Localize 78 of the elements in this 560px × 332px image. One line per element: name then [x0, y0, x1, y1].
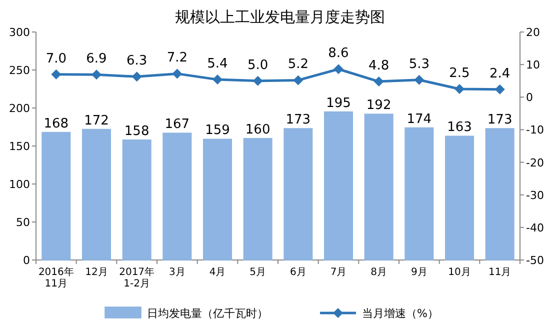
data-label: 6.3	[126, 54, 148, 69]
point	[293, 75, 304, 86]
point	[92, 70, 102, 80]
data-label: 163	[447, 120, 472, 136]
data-label: 4.8	[368, 58, 390, 74]
bar	[42, 132, 71, 260]
legend-label: 当月增速（%）	[362, 307, 438, 320]
x-tick-label: 4月	[209, 267, 226, 278]
data-label: 167	[164, 117, 190, 132]
bar	[202, 138, 232, 260]
data-label: 8.6	[328, 46, 349, 62]
y-tick-label: 50	[16, 216, 30, 229]
point	[494, 84, 505, 94]
point	[212, 74, 222, 85]
data-label: 7.0	[46, 51, 67, 66]
bar	[82, 128, 112, 260]
data-label: 159	[205, 123, 230, 138]
y2-tick-label: -50	[526, 254, 544, 267]
data-label: 174	[406, 112, 432, 127]
x-tick-label: 11月	[488, 267, 512, 278]
data-label: 160	[245, 122, 270, 138]
y2-tick-label: -30	[526, 188, 544, 202]
data-label: 5.0	[247, 58, 268, 73]
point	[334, 64, 344, 74]
y2-tick-label: -10	[526, 124, 544, 137]
x-tick-label: 5月	[250, 267, 266, 278]
data-label: 5.2	[288, 57, 309, 72]
y2-tick-label: -40	[526, 221, 544, 234]
data-label: 5.4	[207, 56, 228, 72]
legend-label: 日均发电量（亿千瓦时）	[147, 307, 268, 320]
x-tick-label: 12月	[85, 267, 108, 278]
y2-tick-label: -20	[526, 156, 544, 170]
point	[414, 74, 424, 85]
point	[132, 72, 142, 82]
bar	[122, 140, 152, 260]
point	[454, 84, 464, 94]
point	[374, 76, 384, 87]
data-label: 7.2	[166, 50, 188, 66]
y-tick-label: 0	[23, 254, 30, 267]
y2-tick-label: 10	[526, 58, 540, 72]
x-tick-label: 10月	[448, 267, 471, 278]
x-tick-label: 9月	[410, 267, 428, 278]
x-tick-label: 7月	[330, 267, 347, 278]
y-tick-label: 200	[9, 102, 30, 115]
x-tick-label: 2016年 11月	[38, 266, 74, 290]
data-label: 173	[487, 112, 512, 128]
y-tick-label: 250	[9, 64, 30, 77]
bar	[243, 138, 272, 260]
x-tick-label: 6月	[290, 267, 306, 278]
data-label: 168	[44, 116, 69, 132]
data-label: 173	[286, 112, 311, 128]
y2-tick-label: 20	[526, 26, 540, 39]
data-label: 172	[84, 113, 109, 128]
data-label: 6.9	[86, 52, 107, 67]
bar	[284, 128, 313, 260]
point	[252, 76, 263, 86]
point	[51, 69, 62, 80]
bar	[364, 114, 394, 260]
bar	[404, 127, 434, 260]
title: 规模以上工业发电量月度走势图	[175, 8, 385, 26]
y-tick-label: 300	[9, 26, 30, 39]
y-tick-label: 150	[9, 140, 30, 153]
x-tick-label: 3月	[168, 267, 186, 278]
data-label: 2.4	[489, 66, 510, 82]
bar	[324, 111, 354, 260]
x-tick-label: 2017年 1-2月	[119, 266, 155, 290]
bar	[444, 136, 474, 260]
bar	[162, 132, 192, 260]
y-tick-label: 100	[9, 178, 30, 191]
data-label: 195	[326, 96, 351, 111]
x-tick-label: 8月	[370, 267, 388, 278]
data-label: 5.3	[408, 56, 430, 72]
bar	[485, 128, 514, 260]
data-label: 158	[124, 124, 150, 139]
data-label: 192	[366, 98, 392, 114]
y2-tick-label: 0	[526, 91, 533, 104]
point	[172, 68, 182, 79]
data-label: 2.5	[449, 66, 470, 81]
